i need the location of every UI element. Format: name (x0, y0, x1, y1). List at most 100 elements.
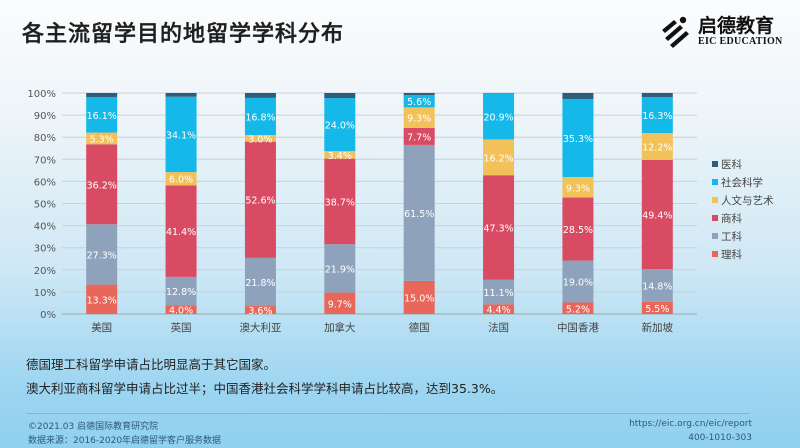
data-label: 5.3% (90, 134, 114, 145)
data-label: 7.7% (407, 132, 431, 143)
data-label: 27.3% (87, 250, 117, 261)
eic-logo: 启德教育 EIC EDUCATION (658, 14, 783, 48)
bar-segment (641, 269, 673, 302)
note-1: 德国理工科留学申请占比明显高于其它国家。 (26, 357, 277, 372)
legend-label: 人文与艺术 (721, 194, 774, 207)
footer-copyright: ©2021.03 启德国际教育研究院 (28, 422, 159, 432)
x-tick-label: 德国 (409, 321, 430, 334)
data-label: 12.2% (642, 142, 672, 153)
data-label: 61.5% (404, 209, 434, 220)
bar-segment (562, 302, 594, 314)
data-label: 4.0% (169, 306, 193, 317)
note-2: 澳大利亚商科留学申请占比过半；中国香港社会科学学科申请占比较高，达到35.3%。 (26, 381, 504, 396)
bar-segment (483, 93, 515, 140)
data-label: 16.3% (642, 111, 672, 122)
stacked-bar-chart: 0% 10% 20% 30% 40% 50% 60% 70% 80% 90% 100% 13.3% 27… (27, 89, 774, 334)
data-label: 24.0% (325, 121, 355, 132)
data-label: 4.4% (486, 305, 510, 316)
data-label: 21.8% (245, 278, 275, 289)
bar-segment (165, 96, 197, 173)
data-label: 35.3% (563, 134, 593, 145)
bar-segment (403, 94, 435, 108)
data-label: 20.9% (483, 112, 513, 123)
bar-segment (324, 93, 356, 99)
data-label: 49.4% (642, 211, 672, 222)
footer-phone: 400-1010-303 (688, 433, 752, 443)
data-label: 5.5% (645, 304, 669, 315)
y-tick-label: 20% (34, 266, 56, 277)
legend-label: 商科 (721, 212, 742, 225)
legend-label: 工科 (721, 230, 742, 243)
eic-logo-icon (662, 16, 689, 48)
x-tick-label: 英国 (171, 321, 192, 334)
logo-cn: 启德教育 (698, 14, 775, 37)
data-label: 9.3% (566, 183, 590, 194)
bar-segment (165, 185, 197, 277)
bar-segment (324, 292, 356, 314)
bar-segment (324, 158, 356, 245)
bar-segment (483, 175, 515, 280)
bar-segment (641, 301, 673, 314)
y-tick-label: 90% (34, 111, 56, 122)
bar-segment (483, 139, 515, 176)
data-label: 36.2% (87, 180, 117, 191)
legend-label: 医科 (721, 158, 742, 171)
footer-divider (26, 413, 750, 414)
bar-segment (165, 305, 197, 314)
bar-segment (324, 151, 356, 159)
footer-url[interactable]: https://eic.org.cn/eic/report (629, 419, 752, 429)
bar-segment (165, 276, 197, 306)
data-label: 9.7% (328, 299, 352, 310)
bar-segment (86, 284, 118, 314)
bar-segment (86, 93, 118, 97)
data-label: 52.6% (245, 196, 275, 207)
y-tick-label: 10% (34, 288, 56, 299)
data-label: 41.4% (166, 227, 196, 238)
bar-segment (562, 98, 594, 177)
y-tick-label: 80% (34, 133, 56, 144)
bar-segment (562, 176, 594, 198)
data-label: 47.3% (483, 223, 513, 234)
bar-segment (641, 96, 673, 134)
data-label: 3.4% (328, 151, 352, 162)
bar-segment (641, 93, 673, 97)
x-tick-label: 法国 (488, 321, 509, 334)
data-label: 5.2% (566, 304, 590, 315)
data-label: 5.6% (407, 97, 431, 108)
bar-segment (403, 127, 435, 145)
bar-segment (244, 306, 276, 314)
legend-swatch (712, 179, 718, 185)
data-label: 13.3% (87, 295, 117, 306)
y-tick-label: 100% (27, 89, 56, 100)
legend-swatch (712, 251, 718, 257)
bar-segment (244, 134, 276, 142)
data-label: 16.1% (87, 111, 117, 122)
data-label: 3.6% (248, 306, 272, 317)
y-tick-label: 0% (40, 310, 56, 321)
legend-label: 社会科学 (721, 176, 763, 189)
legend-swatch (712, 161, 718, 167)
legend-swatch (712, 215, 718, 221)
data-label: 3.0% (248, 134, 272, 145)
bar-segment (562, 93, 594, 99)
data-label: 12.8% (166, 287, 196, 298)
data-label: 21.9% (325, 264, 355, 275)
bar-segment (483, 279, 515, 305)
bar-segment (641, 133, 673, 160)
data-label: 6.0% (169, 175, 193, 186)
bar-segment (562, 197, 594, 261)
data-label: 15.0% (404, 293, 434, 304)
y-tick-label: 70% (34, 155, 56, 166)
data-label: 16.2% (483, 153, 513, 164)
bar-segment (403, 107, 435, 128)
bar-segment (403, 280, 435, 314)
bar-segment (324, 244, 356, 293)
legend-swatch (712, 197, 718, 203)
y-tick-label: 60% (34, 177, 56, 188)
bar-segment (86, 144, 118, 225)
bar-segment (562, 260, 594, 303)
legend-label: 理科 (721, 248, 742, 261)
bar-segment (403, 93, 435, 95)
bar-segment (641, 159, 673, 270)
data-label: 38.7% (325, 197, 355, 208)
